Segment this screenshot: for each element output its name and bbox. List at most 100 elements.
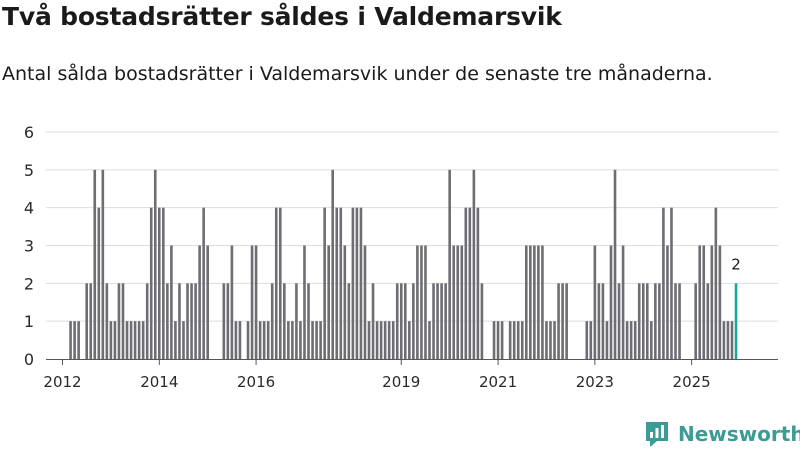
bar: 2016-10: 1 <box>291 321 294 359</box>
bar: 2013-05: 1 <box>125 321 129 359</box>
bar: 2013-06: 1 <box>129 321 133 359</box>
bar: 2022-04: 2 <box>557 283 560 359</box>
bar: 2021-10: 3 <box>533 245 536 359</box>
bar: 2013-03: 2 <box>117 283 121 359</box>
bar: 2017-11: 3 <box>343 245 347 359</box>
bar: 2025-07: 4 <box>714 207 718 359</box>
chart-title: Två bostadsrätter såldes i Valdemarsvik <box>2 2 562 31</box>
bar: 2019-08: 1 <box>428 321 431 359</box>
bar: 2019-09: 2 <box>432 283 435 359</box>
bar: 2012-11: 5 <box>101 169 105 359</box>
bar: 2018-02: 4 <box>355 207 359 359</box>
bar: 2024-03: 1 <box>650 321 653 359</box>
chart-subtitle: Antal sålda bostadsrätter i Valdemarsvik… <box>2 63 713 85</box>
bar: 2014-09: 2 <box>190 283 193 359</box>
newsworthy-logo[interactable]: Newsworthy <box>644 420 800 448</box>
y-tick-label: 1 <box>24 312 34 331</box>
bar: 2023-11: 1 <box>633 321 637 359</box>
bar: 2019-07: 3 <box>424 245 427 359</box>
bar: 2012-04: 1 <box>73 321 76 359</box>
bar: 2020-12: 1 <box>492 321 496 359</box>
x-tick-label: 2019 <box>382 373 420 391</box>
bar: 2020-04: 3 <box>460 245 464 359</box>
bar: 2024-06: 4 <box>662 207 665 359</box>
bar: 2012-12: 2 <box>105 283 109 359</box>
bar: 2016-06: 4 <box>274 207 278 359</box>
bar: 2013-09: 1 <box>141 321 145 359</box>
bar: 2017-09: 4 <box>335 207 339 359</box>
bar: 2014-04: 3 <box>170 245 173 359</box>
y-tick-label: 3 <box>24 237 34 256</box>
bar: 2016-05: 2 <box>270 283 274 359</box>
bar: 2024-07: 3 <box>666 245 669 359</box>
bar: 2014-02: 4 <box>162 207 165 359</box>
bar: 2021-01: 1 <box>496 321 500 359</box>
bar: 2012-09: 5 <box>93 169 97 359</box>
bar: 2013-04: 2 <box>121 283 125 359</box>
bar: 2016-03: 1 <box>262 321 266 359</box>
bar: 2017-03: 1 <box>311 321 314 359</box>
bar: 2018-07: 1 <box>375 321 379 359</box>
bar: 2018-03: 4 <box>359 207 363 359</box>
bar: 2014-12: 4 <box>202 207 205 359</box>
bar: 2013-02: 1 <box>113 321 117 359</box>
bar: 2020-05: 4 <box>464 207 468 359</box>
bar: 2020-06: 4 <box>468 207 472 359</box>
bar: 2022-06: 2 <box>565 283 568 359</box>
bar: 2023-08: 3 <box>621 245 625 359</box>
bar: 2014-01: 4 <box>157 207 161 359</box>
bar: 2025-08: 3 <box>718 245 722 359</box>
bar: 2014-11: 3 <box>198 245 201 359</box>
bar: 2012-10: 4 <box>97 207 101 359</box>
bar: 2020-01: 5 <box>448 169 451 359</box>
x-tick-label: 2012 <box>43 373 81 391</box>
bar: 2012-03: 1 <box>69 321 72 359</box>
bar: 2021-09: 3 <box>529 245 532 359</box>
bar: 2016-08: 2 <box>283 283 286 359</box>
x-tick-label: 2023 <box>576 373 614 391</box>
bars: 2012-03: 12012-04: 12012-05: 1 2012-07: 2… <box>69 169 738 359</box>
bar: 2013-08: 1 <box>137 321 141 359</box>
y-tick-label: 6 <box>24 123 34 142</box>
bar: 2024-08: 4 <box>670 207 673 359</box>
bar: 2020-03: 3 <box>456 245 460 359</box>
bar: 2012-08: 2 <box>89 283 93 359</box>
bar: 2025-10: 1 <box>726 321 730 359</box>
y-tick-label: 2 <box>24 274 34 293</box>
bar: 2018-06: 2 <box>371 283 375 359</box>
bar: 2018-09: 1 <box>383 321 387 359</box>
bar: 2018-05: 1 <box>367 321 371 359</box>
bar: 2016-11: 2 <box>295 283 298 359</box>
bar: 2016-12: 1 <box>299 321 302 359</box>
bar: 2017-07: 3 <box>327 245 330 359</box>
bar: 2019-10: 2 <box>436 283 439 359</box>
bar: 2021-05: 1 <box>512 321 516 359</box>
x-tick-label: 2016 <box>237 373 275 391</box>
bar: 2024-02: 2 <box>645 283 649 359</box>
bar: 2013-10: 2 <box>145 283 149 359</box>
bar: 2017-10: 4 <box>339 207 343 359</box>
bar: 2019-02: 2 <box>404 283 407 359</box>
bar: 2017-01: 3 <box>303 245 306 359</box>
bar: 2016-04: 1 <box>266 321 270 359</box>
bar: 2025-02: 2 <box>694 283 697 359</box>
bar: 2012-07: 2 <box>85 283 88 359</box>
bar: 2021-02: 1 <box>500 321 504 359</box>
bar: 2018-01: 4 <box>351 207 355 359</box>
bar: 2017-12: 2 <box>347 283 351 359</box>
bar: 2020-02: 3 <box>452 245 455 359</box>
bar: 2020-07: 5 <box>472 169 476 359</box>
bar: 2017-04: 1 <box>315 321 318 359</box>
bar: 2013-07: 1 <box>133 321 137 359</box>
bar: 2015-11: 1 <box>246 321 250 359</box>
bar: 2018-04: 3 <box>363 245 367 359</box>
bar: 2015-01: 3 <box>206 245 209 359</box>
bar: 2023-06: 5 <box>613 169 617 359</box>
bar: 2019-03: 1 <box>408 321 411 359</box>
x-tick-label: 2025 <box>673 373 711 391</box>
bar: 2014-03: 2 <box>166 283 169 359</box>
bar: 2025-04: 3 <box>702 245 706 359</box>
newsworthy-chart-icon <box>646 422 668 447</box>
bar: 2016-02: 1 <box>258 321 262 359</box>
